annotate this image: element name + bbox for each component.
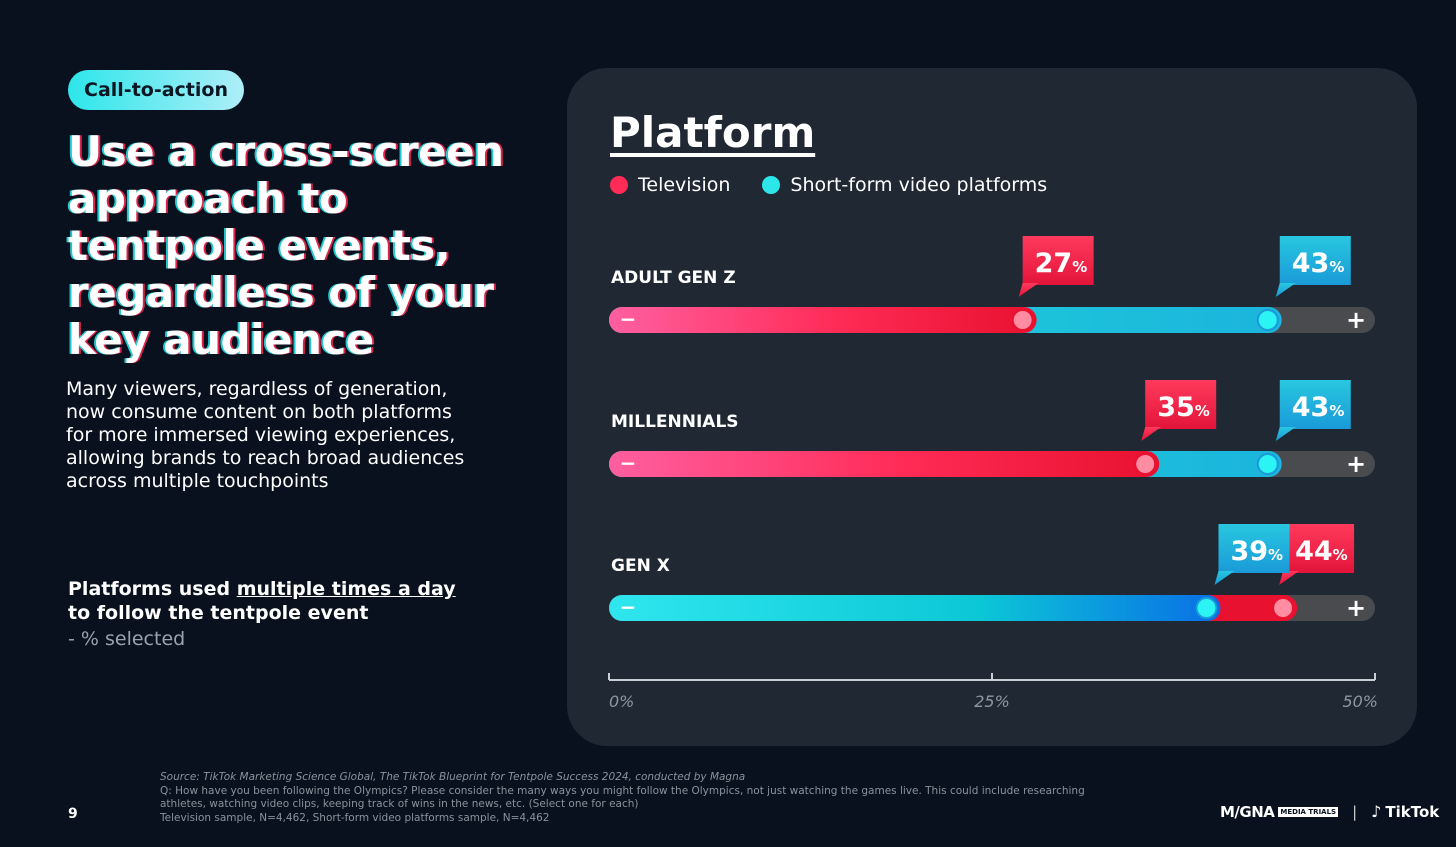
plus-icon: + (1346, 450, 1366, 478)
x-tick-label-2: 50% (1342, 692, 1378, 711)
knob-short-form-1 (1256, 453, 1279, 475)
panel-title: Platform (610, 108, 816, 157)
knob-short-form-0 (1256, 309, 1279, 331)
short-form-callout-box-1 (1279, 380, 1351, 429)
subtitle-post: to follow the tentpole event (68, 602, 369, 624)
legend-dot-short-form (762, 176, 781, 194)
footer-sample: Television sample, N=4,462, Short-form v… (160, 811, 550, 824)
minus-icon: − (620, 307, 637, 331)
bar-short-form-2 (609, 595, 1221, 621)
footer-source: Source: TikTok Marketing Science Global,… (160, 771, 1120, 825)
category-label-2: GEN X (611, 556, 670, 576)
call-to-action-badge: Call-to-action (68, 70, 244, 110)
knob-short-form-2 (1195, 597, 1218, 619)
tiktok-note-icon: ♪ (1371, 802, 1382, 821)
subtitle-note: - % selected (68, 628, 186, 650)
plus-icon: + (1346, 306, 1366, 334)
short-form-callout-tail-1 (1275, 427, 1296, 441)
short-form-callout-box-0 (1279, 236, 1351, 285)
minus-icon: − (620, 595, 637, 619)
chart-subtitle: Platforms used multiple times a day to f… (68, 577, 488, 625)
bar-television-1 (609, 451, 1160, 477)
category-label-1: MILLENNIALS (611, 412, 739, 432)
chart-legend: Television Short-form video platforms (610, 174, 1079, 196)
short-form-callout-label-1: 43% (1292, 392, 1345, 423)
legend-label-short-form: Short-form video platforms (790, 174, 1048, 196)
short-form-callout-tail-0 (1275, 283, 1296, 297)
headline: Use a cross-screen approach to tentpole … (68, 127, 504, 364)
television-callout-box-2 (1283, 524, 1355, 573)
body-text: Many viewers, regardless of generation, … (66, 378, 465, 492)
category-label-0: ADULT GEN Z (611, 268, 736, 288)
legend-dot-television (610, 176, 628, 194)
footer-source-line: Source: TikTok Marketing Science Global,… (160, 771, 746, 783)
television-callout-label-0: 27% (1035, 248, 1088, 279)
short-form-callout-2: 39% (1214, 524, 1290, 585)
television-callout-box-1 (1145, 380, 1217, 429)
bar-television-0 (609, 307, 1037, 333)
short-form-callout-1: 43% (1275, 380, 1351, 441)
short-form-callout-label-2: 39% (1230, 536, 1283, 567)
tiktok-logo: TikTok (1385, 802, 1440, 821)
television-callout-tail-1 (1141, 427, 1162, 441)
short-form-callout-label-0: 43% (1292, 248, 1345, 279)
legend-item-television: Television (610, 174, 730, 196)
television-callout-label-2: 44% (1295, 536, 1348, 567)
page-number: 9 (68, 806, 78, 822)
television-callout-box-0 (1022, 236, 1094, 285)
footer-question: Q: How have you been following the Olymp… (160, 784, 1085, 811)
logo-separator: | (1352, 802, 1358, 821)
minus-icon: − (620, 451, 637, 475)
chart-panel: Platform Television Short-form video pla… (567, 68, 1417, 746)
television-callout-tail-2 (1279, 571, 1300, 585)
knob-television-1 (1134, 453, 1157, 475)
footer-logos: M/GNA MEDIA TRIALS | ♪ TikTok (1220, 802, 1439, 821)
television-callout-2: 44% (1279, 524, 1355, 585)
x-tick-label-1: 25% (974, 692, 1010, 711)
short-form-callout-0: 43% (1275, 236, 1351, 297)
television-callout-1: 35% (1141, 380, 1217, 441)
knob-television-2 (1272, 597, 1295, 619)
short-form-callout-tail-2 (1214, 571, 1235, 585)
subtitle-underlined: multiple times a day (236, 578, 456, 600)
media-trials-logo: MEDIA TRIALS (1278, 806, 1339, 817)
short-form-callout-box-2 (1218, 524, 1290, 573)
television-callout-label-1: 35% (1157, 392, 1210, 423)
television-callout-0: 27% (1018, 236, 1094, 297)
x-tick-label-0: 0% (609, 692, 634, 711)
legend-item-short-form: Short-form video platforms (762, 174, 1047, 196)
knob-television-0 (1011, 309, 1034, 331)
plus-icon: + (1346, 594, 1366, 622)
legend-label-television: Television (638, 174, 731, 196)
television-callout-tail-0 (1018, 283, 1039, 297)
subtitle-pre: Platforms used (68, 578, 237, 600)
magna-logo: M/GNA (1220, 802, 1275, 821)
